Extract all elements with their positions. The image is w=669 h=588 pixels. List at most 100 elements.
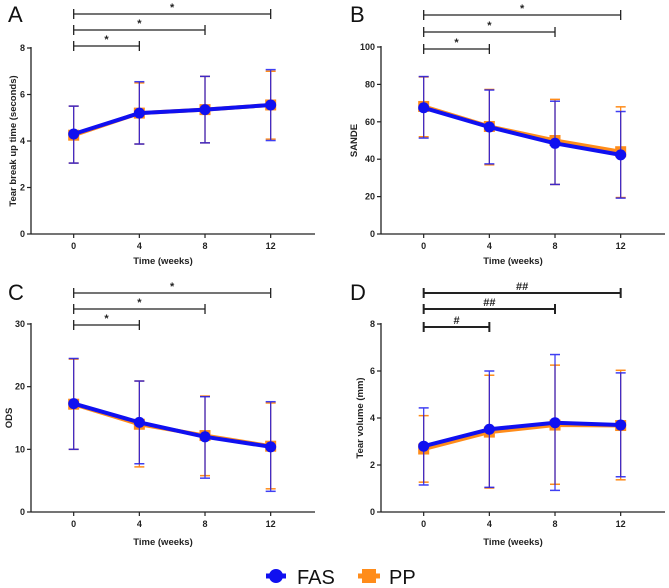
y-tick-label: 20 <box>15 382 25 392</box>
significance-bracket: ## <box>422 297 557 314</box>
y-axis-label: SANDE <box>349 124 360 157</box>
legend: FAS PP <box>266 567 416 588</box>
significance-bracket: ## <box>422 281 622 298</box>
x-tick-label: 4 <box>487 241 492 251</box>
y-tick-label: 2 <box>370 460 375 470</box>
significance-label: * <box>487 20 492 32</box>
x-tick-label: 8 <box>203 241 208 251</box>
x-tick-label: 8 <box>553 519 558 529</box>
panel-label: A <box>8 2 23 27</box>
series-fas <box>68 68 277 164</box>
significance-label: * <box>137 297 142 309</box>
panel-c: C 0 10 20 30 0 4 8 12 Time (weeks) ODS * * * <box>4 280 315 548</box>
legend-pp-label: PP <box>389 567 416 588</box>
series-fas <box>418 353 627 492</box>
series-pp <box>68 70 277 164</box>
significance-label: * <box>104 34 109 46</box>
y-tick-label: 0 <box>20 507 25 517</box>
y-axis-label: Tear break up time (seconds) <box>8 75 19 206</box>
y-tick-label: 4 <box>370 413 375 423</box>
significance-label: ## <box>483 297 495 309</box>
significance-label: * <box>520 3 525 15</box>
significance-label: * <box>170 281 175 293</box>
significance-bracket: * <box>73 281 272 298</box>
x-tick-label: 0 <box>421 519 426 529</box>
panel-label: B <box>350 2 365 27</box>
y-tick-label: 8 <box>370 319 375 329</box>
significance-bracket: * <box>423 37 490 54</box>
data-point <box>68 398 80 410</box>
legend-item-fas: FAS <box>266 567 335 588</box>
significance-bracket: * <box>73 18 206 35</box>
x-tick-label: 4 <box>487 519 492 529</box>
series-pp <box>68 358 277 490</box>
series-fas <box>68 357 277 493</box>
panel-label: C <box>8 280 24 305</box>
x-axis-label: Time (weeks) <box>483 256 543 267</box>
x-tick-label: 12 <box>616 241 626 251</box>
data-point <box>615 149 627 161</box>
x-tick-label: 12 <box>266 519 276 529</box>
significance-label: * <box>137 18 142 30</box>
y-tick-label: 0 <box>370 507 375 517</box>
significance-label: ## <box>516 281 528 293</box>
x-tick-label: 12 <box>266 241 276 251</box>
y-tick-label: 40 <box>365 154 375 164</box>
x-axis-label: Time (weeks) <box>483 537 543 548</box>
significance-label: * <box>170 2 175 14</box>
significance-bracket: * <box>73 313 140 330</box>
y-tick-label: 4 <box>20 136 25 146</box>
y-axis-label: Tear volume (mm) <box>355 377 366 458</box>
data-point <box>265 99 277 111</box>
x-axis-label: Time (weeks) <box>133 537 193 548</box>
data-point <box>483 423 495 435</box>
series-line <box>73 102 271 136</box>
significance-bracket: * <box>73 34 140 51</box>
data-point <box>199 104 211 116</box>
y-tick-label: 30 <box>15 319 25 329</box>
data-point <box>199 431 211 443</box>
y-tick-label: 100 <box>360 42 375 52</box>
y-tick-label: 0 <box>370 229 375 239</box>
x-tick-label: 12 <box>616 519 626 529</box>
significance-bracket: # <box>422 315 491 332</box>
legend-fas-label: FAS <box>297 567 335 588</box>
series-line <box>423 420 621 449</box>
data-point <box>549 137 561 149</box>
data-point <box>418 102 430 114</box>
x-tick-label: 8 <box>203 519 208 529</box>
series-line <box>423 104 622 154</box>
y-tick-label: 10 <box>15 444 25 454</box>
y-tick-label: 8 <box>20 43 25 53</box>
significance-bracket: * <box>423 3 622 20</box>
significance-bracket: * <box>73 2 272 19</box>
data-point <box>68 128 80 140</box>
panel-b: B 0 20 40 60 80 100 0 4 8 12 Time (weeks) SANDE * * * <box>349 2 665 267</box>
legend-pp-marker <box>362 569 376 583</box>
significance-label: # <box>453 315 459 327</box>
legend-item-pp: PP <box>358 567 416 588</box>
panel-d: D 0 2 4 6 8 0 4 8 12 Time (weeks) Tear volume (mm) #… <box>350 280 665 548</box>
data-point <box>133 416 145 428</box>
data-point <box>483 121 495 133</box>
legend-fas-marker <box>269 569 283 583</box>
data-point <box>265 441 277 453</box>
panel-a: A 0 2 4 6 8 0 4 8 12 Time (weeks) Tear break up tim… <box>8 2 315 267</box>
x-tick-label: 0 <box>421 241 426 251</box>
y-tick-label: 6 <box>20 90 25 100</box>
y-tick-label: 80 <box>365 79 375 89</box>
series-fas <box>418 75 627 199</box>
y-tick-label: 2 <box>20 183 25 193</box>
x-tick-label: 0 <box>71 519 76 529</box>
x-axis-label: Time (weeks) <box>133 256 193 267</box>
significance-label: * <box>454 37 459 49</box>
data-point <box>615 419 627 431</box>
significance-bracket: * <box>423 20 556 37</box>
panel-label: D <box>350 280 366 305</box>
data-point <box>133 107 145 119</box>
y-tick-label: 20 <box>365 192 375 202</box>
x-tick-label: 8 <box>553 241 558 251</box>
significance-bracket: * <box>73 297 206 314</box>
data-point <box>549 417 561 429</box>
y-axis-label: ODS <box>4 408 15 429</box>
